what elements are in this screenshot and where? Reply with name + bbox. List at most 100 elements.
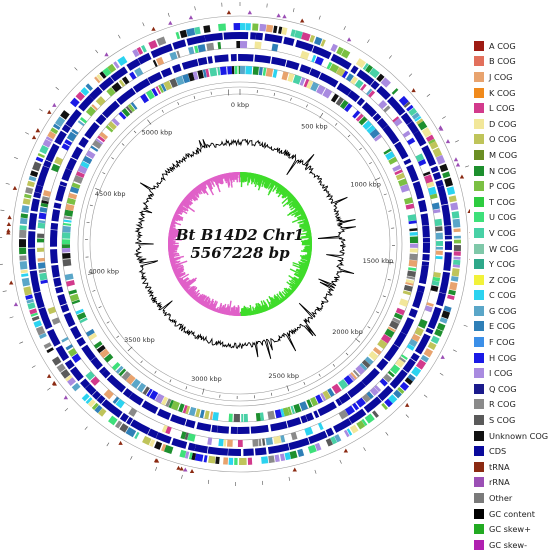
cds-feature bbox=[30, 270, 41, 292]
cog-feature bbox=[44, 342, 52, 349]
cog-feature bbox=[29, 176, 37, 182]
cds-feature bbox=[185, 419, 195, 428]
outer-tick bbox=[386, 432, 388, 435]
legend-swatch bbox=[474, 166, 484, 176]
cog-feature bbox=[350, 425, 359, 434]
cds-feature bbox=[57, 294, 67, 306]
cog-feature bbox=[61, 337, 68, 343]
scale-tick bbox=[271, 393, 272, 396]
legend-item: C COG bbox=[474, 288, 550, 304]
cog-feature bbox=[204, 455, 208, 462]
cds-feature bbox=[419, 265, 429, 284]
cds-feature bbox=[81, 345, 96, 361]
genome-length: 5567228 bp bbox=[190, 244, 290, 262]
legend-swatch bbox=[474, 306, 484, 316]
cds-feature bbox=[51, 265, 60, 278]
cog-feature bbox=[418, 319, 427, 329]
cog-feature bbox=[19, 255, 26, 260]
legend-item: O COG bbox=[474, 132, 550, 148]
cog-feature bbox=[27, 302, 35, 309]
cds-feature bbox=[288, 438, 309, 450]
cog-feature bbox=[38, 153, 45, 158]
cog-feature bbox=[195, 453, 204, 461]
cog-feature bbox=[188, 47, 194, 55]
cog-feature bbox=[157, 37, 167, 46]
cds-feature bbox=[70, 326, 82, 339]
outer-tick bbox=[95, 50, 97, 53]
cog-feature bbox=[62, 232, 70, 238]
cog-feature bbox=[273, 436, 281, 444]
cds-feature bbox=[231, 54, 237, 61]
cog-feature bbox=[36, 157, 44, 163]
cog-feature bbox=[206, 43, 214, 51]
cds-feature bbox=[376, 358, 388, 370]
legend-label: Q COG bbox=[489, 384, 517, 394]
cog-feature bbox=[20, 261, 28, 270]
cds-feature bbox=[61, 304, 70, 313]
cog-feature bbox=[241, 414, 243, 422]
cog-feature bbox=[217, 67, 220, 75]
cds-feature bbox=[240, 54, 254, 61]
cog-feature bbox=[208, 456, 216, 464]
rna-marker bbox=[300, 18, 304, 22]
cds-feature bbox=[254, 55, 271, 64]
cog-feature bbox=[450, 202, 458, 210]
cog-feature bbox=[315, 56, 324, 65]
outer-tick bbox=[32, 366, 35, 368]
outer-tick bbox=[10, 317, 14, 318]
scale-label: 5000 kbp bbox=[142, 129, 173, 137]
legend-label: tRNA bbox=[489, 462, 510, 472]
cog-feature bbox=[259, 67, 263, 75]
legend-item: GC skew- bbox=[474, 537, 550, 553]
legend-label: D COG bbox=[489, 119, 516, 129]
scale-tick bbox=[90, 205, 93, 206]
cog-feature bbox=[258, 439, 261, 446]
legend-label: O COG bbox=[489, 134, 517, 144]
cds-feature bbox=[170, 414, 186, 426]
scale-label: 2000 kbp bbox=[332, 328, 363, 336]
scale-tick bbox=[170, 380, 171, 383]
cds-feature bbox=[228, 449, 241, 456]
cog-feature bbox=[21, 270, 28, 274]
cog-feature bbox=[433, 272, 441, 278]
cog-feature bbox=[452, 268, 460, 277]
scale-label: 1500 kbp bbox=[363, 257, 394, 265]
legend-label: P COG bbox=[489, 181, 515, 191]
cds-feature bbox=[188, 443, 196, 451]
legend-swatch bbox=[474, 509, 484, 519]
cds-feature bbox=[238, 54, 240, 61]
scale-tick bbox=[147, 120, 151, 125]
cds-feature bbox=[256, 33, 263, 41]
cog-feature bbox=[212, 412, 219, 421]
outer-tick bbox=[293, 8, 294, 12]
cds-feature bbox=[204, 33, 222, 42]
cds-feature bbox=[28, 231, 35, 248]
scale-tick bbox=[162, 110, 164, 113]
cds-feature bbox=[172, 64, 182, 73]
scale-tick bbox=[359, 148, 361, 150]
cog-feature bbox=[128, 408, 137, 417]
cds-feature bbox=[211, 425, 217, 433]
legend-item: D COG bbox=[474, 116, 550, 132]
outer-tick bbox=[85, 427, 88, 430]
cds-feature bbox=[431, 166, 439, 173]
cog-feature bbox=[268, 455, 275, 463]
outer-tick bbox=[107, 443, 109, 446]
cds-feature bbox=[250, 32, 256, 39]
cds-feature bbox=[437, 185, 448, 205]
cog-feature bbox=[248, 458, 252, 465]
cog-feature bbox=[406, 204, 415, 210]
cog-feature bbox=[38, 223, 45, 229]
cog-feature bbox=[238, 440, 243, 447]
cds-feature bbox=[71, 146, 83, 159]
outer-tick bbox=[130, 456, 132, 460]
cds-feature bbox=[439, 272, 450, 294]
cds-feature bbox=[231, 427, 237, 434]
legend-label: Other bbox=[489, 493, 512, 503]
scale-tick bbox=[274, 93, 275, 96]
cds-feature bbox=[53, 277, 62, 286]
outer-tick bbox=[455, 140, 459, 142]
cds-feature bbox=[383, 125, 400, 145]
outer-tick bbox=[25, 132, 29, 134]
